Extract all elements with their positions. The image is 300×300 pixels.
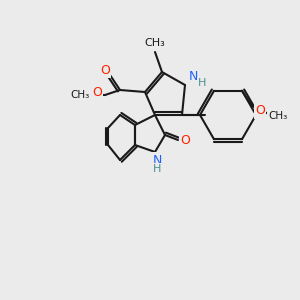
Text: N: N bbox=[152, 154, 162, 166]
Text: N: N bbox=[188, 70, 198, 83]
Text: O: O bbox=[92, 86, 102, 100]
Text: CH₃: CH₃ bbox=[268, 111, 288, 121]
Text: H: H bbox=[153, 164, 161, 174]
Text: CH₃: CH₃ bbox=[145, 38, 165, 48]
Text: CH₃: CH₃ bbox=[70, 90, 90, 100]
Text: O: O bbox=[180, 134, 190, 146]
Text: O: O bbox=[100, 64, 110, 76]
Text: O: O bbox=[255, 104, 265, 117]
Text: H: H bbox=[198, 78, 206, 88]
